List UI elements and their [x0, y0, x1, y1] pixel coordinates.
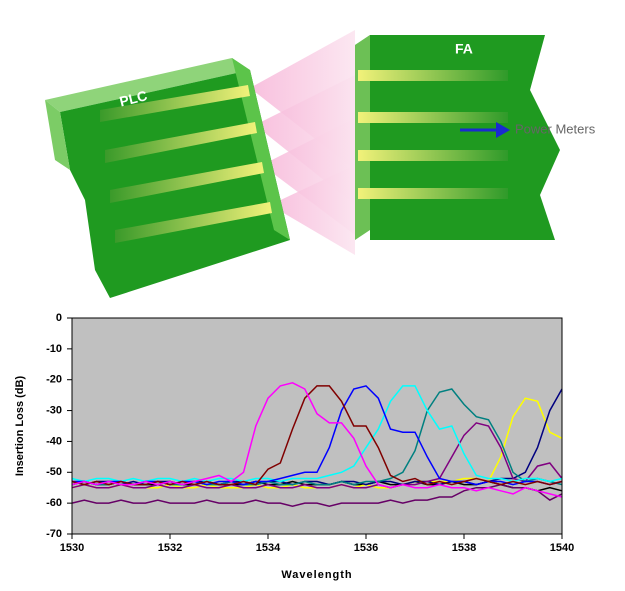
label: PLC [118, 87, 149, 109]
y-tick-label: -10 [46, 343, 62, 355]
y-tick-label: -30 [46, 404, 62, 416]
series-line [71, 385, 563, 486]
y-tick-label: -70 [46, 528, 62, 540]
x-tick-label: 1530 [60, 542, 84, 554]
label: Power Meters [515, 121, 596, 136]
y-axis-title: Insertion Loss (dB) [14, 376, 26, 477]
x-axis-title: Wavelength [281, 569, 352, 581]
diagram: PLC FA Power Meters [45, 30, 596, 298]
series-line [71, 422, 563, 489]
y-tick-label: 0 [56, 312, 62, 324]
chart: 0 -10 -20 -30 -40 -50 -60 -70 1530 1532 1534 1536 15… [14, 312, 574, 581]
plc-top [45, 58, 250, 112]
fiber [358, 150, 508, 161]
x-tick-label: 1534 [256, 542, 281, 554]
y-tick-label: -60 [46, 497, 62, 509]
fiber [110, 162, 264, 203]
fiber [115, 202, 272, 243]
fiber [358, 188, 508, 199]
y-tick-label: -40 [46, 435, 62, 447]
fiber [100, 85, 250, 122]
plc-edge [45, 100, 70, 170]
plc-side [232, 58, 290, 240]
x-tick-label: 1538 [452, 542, 476, 554]
y-tick-label: -20 [46, 374, 62, 386]
series-line [72, 385, 563, 486]
series-line [71, 382, 563, 498]
plot-area [72, 318, 562, 534]
fiber [358, 70, 508, 81]
fiber [358, 112, 508, 123]
label: FA [455, 41, 473, 57]
series-line [71, 483, 563, 507]
fiber [105, 122, 257, 163]
fa-block [370, 35, 560, 240]
series-line [71, 385, 563, 483]
x-tick-label: 1532 [158, 542, 182, 554]
y-tick-label: -50 [46, 466, 62, 478]
plot-border [71, 317, 563, 535]
x-tick-label: 1536 [354, 542, 378, 554]
arrow-head [496, 122, 510, 138]
beam [270, 165, 355, 255]
fa-side [355, 35, 370, 240]
x-tick-label: 1540 [550, 542, 574, 554]
